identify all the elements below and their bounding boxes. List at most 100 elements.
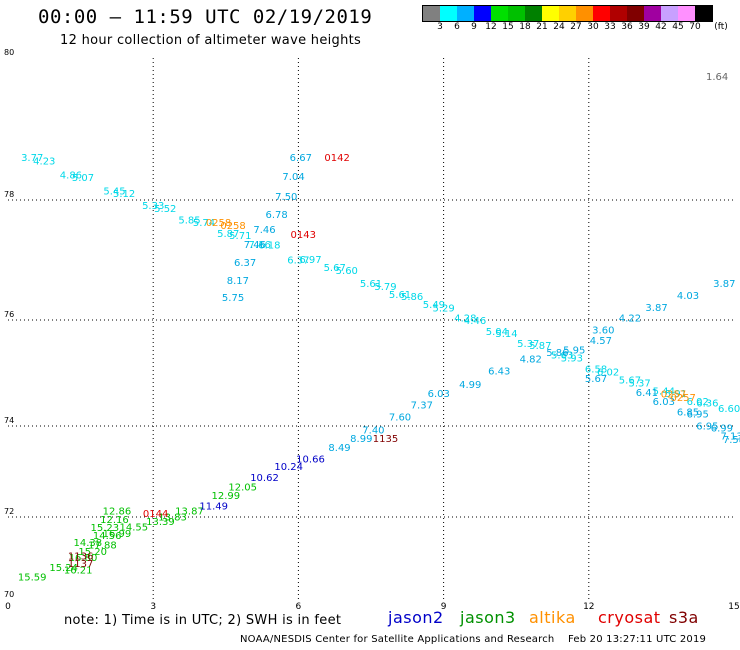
wave-height-label: 5.87 [529,341,551,352]
wave-height-label: 15.23 [90,523,119,534]
wave-height-label: 5.95 [563,345,585,356]
legend-label: 39 [638,22,650,32]
wave-height-label: 3.87 [713,279,735,290]
legend-label: 24 [553,22,565,32]
wave-height-label: 6.43 [488,367,510,378]
wave-height-label: 17.88 [88,541,117,552]
wave-height-label: 5.87 [217,229,239,240]
wave-height-label: 5.63 [551,351,573,362]
wave-height-label: 11.49 [199,502,228,513]
wave-height-label: 5.07 [72,173,94,184]
satellite-label-jason2: jason2 [388,608,444,627]
wave-height-label: 10.24 [274,462,303,473]
wave-height-label: 10.62 [250,473,279,484]
legend-label: 18 [519,22,531,32]
y-tick-label: 80 [4,48,14,57]
wave-height-label: 16.99 [103,529,132,540]
wave-height-label: 6.37 [234,258,256,269]
wave-height-label: 3.60 [592,325,614,336]
wave-height-label: 14.56 [93,531,122,542]
wave-height-label: 0144 [143,509,168,520]
wave-height-label: 12.99 [211,491,240,502]
legend-label: 12 [485,22,497,32]
wave-height-label: 6.95 [687,410,709,421]
wave-height-label: 7.16 [249,240,271,251]
wave-height-label: 5.37 [517,339,539,350]
legend-swatch [661,6,678,21]
wave-height-label: 7.50 [275,192,297,203]
wave-height-label: 6.60 [718,404,740,415]
wave-height-label: 1137 [68,559,93,570]
wave-height-label: 5.29 [432,304,454,315]
wave-height-label: 7.13 [720,432,740,443]
legend-swatch [491,6,508,21]
y-tick-label: 72 [4,507,14,516]
wave-height-label: 5.12 [113,189,135,200]
wave-height-label: 4.99 [459,380,481,391]
y-tick-label: 76 [4,310,14,319]
legend-label: 6 [454,22,460,32]
footnote: note: 1) Time is in UTC; 2) SWH is in fe… [64,613,342,628]
wave-height-label: 14.38 [74,538,103,549]
wave-height-label: 7.46 [244,240,266,251]
wave-height-label: 5.14 [495,329,517,340]
wave-height-label: 5.91 [665,389,687,400]
wave-height-label: 4.22 [619,314,641,325]
wave-height-label: 0258 [206,218,231,229]
legend-unit: (ft) [714,22,728,32]
legend-label: 30 [587,22,599,32]
legend-label: 36 [621,22,633,32]
wave-height-label: 4.23 [33,157,55,168]
color-scale-legend [422,5,713,22]
chart-subtitle: 12 hour collection of altimeter wave hei… [60,33,362,48]
wave-height-label: 13.83 [158,512,187,523]
wave-height-label: 5.67 [324,263,346,274]
legend-swatch [474,6,491,21]
wave-height-label: 4.28 [454,314,476,325]
wave-height-label: 13.87 [175,506,204,517]
wave-height-label: 5.71 [229,231,251,242]
legend-swatch [627,6,644,21]
wave-height-label: 6.78 [265,210,287,221]
wave-height-label: 6.85 [677,407,699,418]
wave-height-label: 5.93 [561,353,583,364]
x-tick-label: 9 [441,602,447,612]
wave-height-label: 6.18 [258,241,280,252]
legend-label: 21 [536,22,548,32]
wave-height-label: 4.46 [464,316,486,327]
wave-height-label: 5.79 [374,282,396,293]
wave-height-label: 0143 [291,230,316,241]
wave-height-label: 4.86 [60,171,82,182]
legend-label: 3 [437,22,443,32]
wave-height-label: 16.80 [69,553,98,564]
wave-height-label: 12.16 [100,515,129,526]
wave-height-label: 12.86 [103,507,132,518]
legend-label: 9 [471,22,477,32]
wave-height-label: 4.03 [677,291,699,302]
satellite-label-s3a: s3a [669,608,699,627]
wave-height-label: 5.61 [389,290,411,301]
color-scale-labels: 3 6 9 12 15 18 21 24 27 30 33 36 39 42 45 70 (ft) [422,22,740,34]
wave-height-label: 15.59 [18,572,47,583]
wave-height-label: 7.37 [411,401,433,412]
wave-height-label: 3.77 [21,153,43,164]
x-tick-label: 0 [5,602,11,612]
wave-height-label: 5.86 [546,348,568,359]
y-tick-label: 70 [4,590,14,599]
wave-height-label: 10.66 [296,454,325,465]
wave-height-label: 6.36 [696,398,718,409]
wave-height-label: 5.86 [401,292,423,303]
y-tick-label: 74 [4,416,14,425]
wave-height-label: 6.02 [687,397,709,408]
legend-swatch [644,6,661,21]
wave-height-label: 8.49 [328,443,350,454]
wave-height-label: 5.04 [486,327,508,338]
legend-swatch [525,6,542,21]
wave-height-label: 3.87 [645,303,667,314]
wave-height-label: 5.49 [423,300,445,311]
wave-height-label: 5.74 [193,218,215,229]
wave-height-label: 4.57 [590,336,612,347]
x-tick-label: 12 [583,602,594,612]
